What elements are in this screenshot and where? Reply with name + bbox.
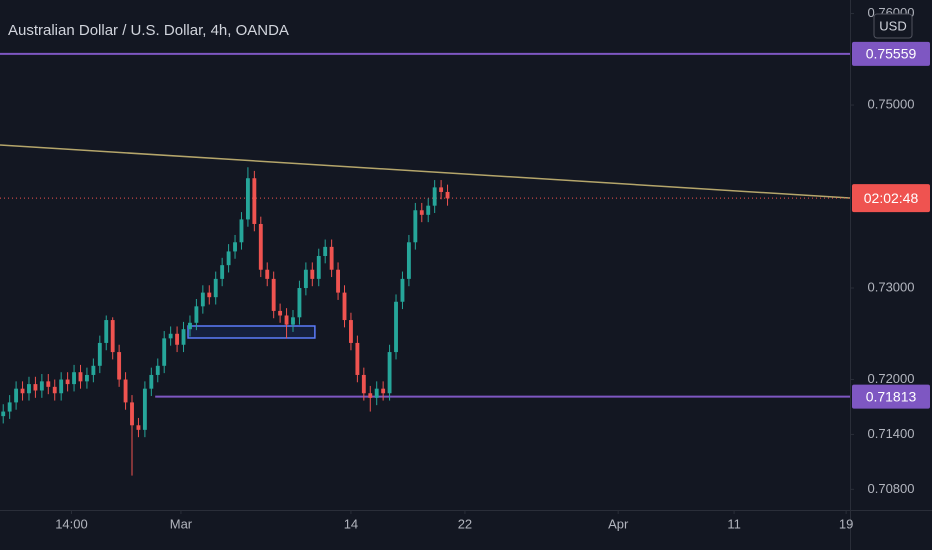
candle-body — [336, 269, 340, 293]
x-tick-label: Mar — [170, 516, 193, 531]
candle-body — [188, 322, 192, 330]
candle-body — [406, 242, 411, 279]
candle-body — [194, 306, 199, 323]
x-tick-label: 11 — [727, 516, 741, 531]
candle-body — [149, 374, 154, 389]
candle-body — [329, 246, 334, 270]
candle-body — [426, 205, 431, 215]
candle-body — [59, 379, 64, 394]
candle-body — [303, 269, 308, 289]
y-tick-label: 0.75000 — [868, 96, 915, 111]
candle-body — [200, 292, 205, 307]
candle-body — [355, 342, 360, 375]
candle-body — [207, 292, 212, 298]
candle-body — [97, 342, 102, 366]
candle-body — [117, 352, 122, 380]
candle-body — [142, 388, 147, 430]
x-tick-label: 22 — [458, 516, 472, 531]
candle-body — [130, 402, 134, 426]
chart-title: Australian Dollar / U.S. Dollar, 4h, OAN… — [8, 22, 289, 39]
candle-body — [33, 384, 38, 391]
level-price-tag — [852, 384, 930, 409]
trend-line — [0, 144, 851, 199]
candle-body — [349, 320, 353, 343]
current-price-tag — [852, 184, 930, 213]
x-tick-label: 14 — [344, 516, 358, 531]
candle-body — [52, 386, 57, 394]
candle-body — [39, 381, 44, 391]
candle-body — [252, 178, 257, 224]
candle-body — [1, 411, 6, 417]
candle-body — [110, 320, 115, 353]
candle-body — [168, 333, 173, 339]
candle-body — [368, 393, 373, 398]
candle-body — [394, 301, 398, 353]
candle-body — [297, 288, 302, 318]
currency-label: USD — [879, 18, 906, 33]
candle-body — [213, 278, 218, 298]
candle-body — [387, 352, 392, 394]
candle-body — [419, 210, 424, 215]
candle-body — [323, 246, 328, 257]
level-price-label: 0.75559 — [866, 46, 917, 62]
candle-body — [413, 210, 418, 243]
candle-body — [65, 379, 70, 385]
y-tick-label: 0.71400 — [868, 426, 915, 441]
candle-body — [162, 338, 167, 366]
candle-body — [233, 242, 237, 252]
candle-body — [78, 372, 83, 382]
candle-body — [226, 251, 231, 266]
candle-body — [239, 219, 244, 243]
level-price-tag — [852, 41, 930, 66]
currency-box — [873, 13, 913, 39]
candle-body — [265, 269, 270, 279]
x-tick-label: Apr — [608, 516, 629, 531]
x-tick-label: 14:00 — [55, 516, 88, 531]
candle-body — [220, 265, 225, 279]
candle-body — [46, 381, 51, 387]
candle-body — [381, 388, 386, 394]
candle-body — [310, 269, 315, 279]
candle-body — [136, 425, 141, 430]
candle-body — [123, 379, 128, 403]
candle-body — [291, 317, 295, 325]
candle-body — [342, 292, 347, 321]
candle-body — [85, 374, 89, 382]
y-tick-label: 0.70800 — [868, 481, 915, 496]
candle-body — [175, 333, 180, 345]
plot-area — [0, 52, 851, 476]
candle-body — [284, 315, 289, 325]
y-tick-label: 0.72000 — [868, 371, 915, 386]
axes: 0.708000.714000.720000.730000.750000.760… — [55, 5, 930, 531]
candle-body — [14, 388, 19, 403]
candle-body — [27, 384, 31, 394]
y-tick-label: 0.73000 — [868, 279, 915, 294]
candle-body — [155, 365, 160, 375]
candle-body — [400, 278, 405, 302]
candle-body — [271, 278, 276, 311]
candle-body — [258, 223, 263, 270]
candle-body — [7, 402, 12, 412]
candle-body — [91, 365, 96, 375]
candle-body — [316, 256, 321, 279]
candle-body — [245, 178, 250, 220]
candle-body — [104, 320, 109, 343]
candle-body — [361, 374, 366, 394]
level-price-label: 0.71813 — [866, 388, 917, 404]
candle-body — [20, 388, 25, 394]
candle-body — [445, 191, 450, 199]
candle-body — [278, 310, 283, 316]
candle-body — [181, 329, 186, 345]
candle-body — [72, 372, 76, 385]
candle-body — [374, 388, 379, 398]
zone-rectangle — [187, 325, 316, 339]
x-tick-label: 19 — [839, 516, 853, 531]
current-price-label: 02:02:48 — [864, 190, 919, 206]
candle-body — [439, 187, 444, 192]
candle-body — [432, 187, 437, 206]
